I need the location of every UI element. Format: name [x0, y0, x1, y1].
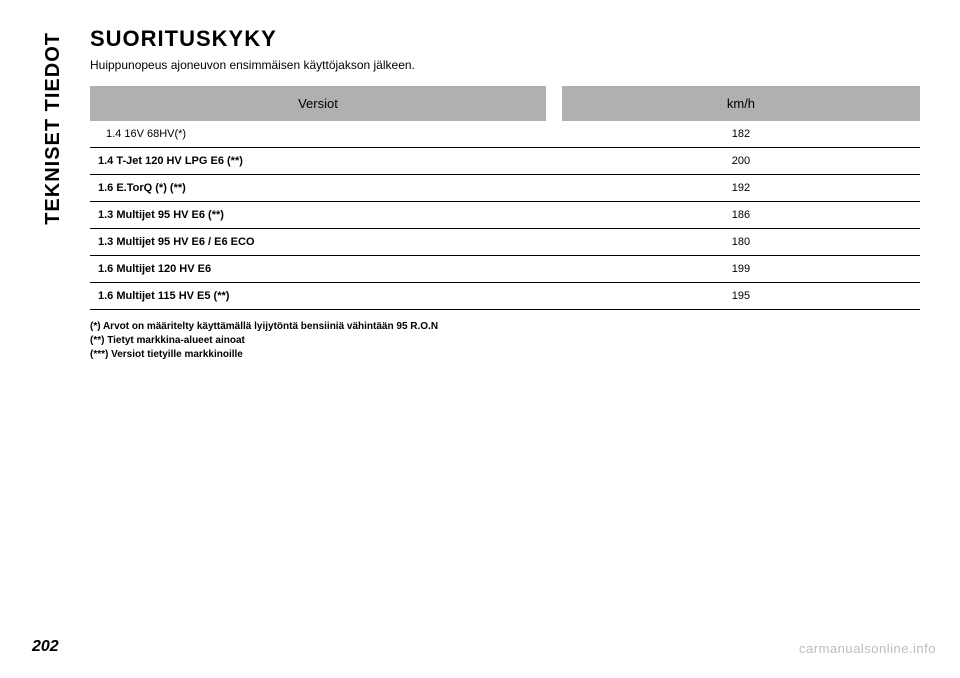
row-label: 1.4 T-Jet 120 HV LPG E6 (**): [90, 148, 546, 175]
row-value: 186: [562, 202, 920, 229]
row-label: 1.6 E.TorQ (*) (**): [90, 175, 546, 202]
row-gap: [546, 148, 562, 175]
table-row: 1.6 Multijet 120 HV E6 199: [90, 256, 920, 283]
footnote-2: (**) Tietyt markkina-alueet ainoat: [90, 334, 920, 348]
table-header-gap: [546, 86, 562, 121]
page-title: SUORITUSKYKY: [90, 26, 920, 52]
sidebar-label-text: TEKNISET TIEDOT: [42, 32, 65, 225]
row-value: 192: [562, 175, 920, 202]
row-value: 200: [562, 148, 920, 175]
row-label: 1.6 Multijet 120 HV E6: [90, 256, 546, 283]
table-row: 1.3 Multijet 95 HV E6 (**) 186: [90, 202, 920, 229]
table-header-versions: Versiot: [90, 86, 546, 121]
table-row: 1.3 Multijet 95 HV E6 / E6 ECO 180: [90, 229, 920, 256]
footnote-3: (***) Versiot tietyille markkinoille: [90, 348, 920, 362]
table-row: 1.6 E.TorQ (*) (**) 192: [90, 175, 920, 202]
table-header-kmh: km/h: [562, 86, 920, 121]
footnotes-block: (*) Arvot on määritelty käyttämällä lyij…: [90, 320, 920, 362]
row-value: 199: [562, 256, 920, 283]
footnote-1: (*) Arvot on määritelty käyttämällä lyij…: [90, 320, 920, 334]
row-gap: [546, 202, 562, 229]
row-gap: [546, 121, 562, 148]
table-row: 1.4 T-Jet 120 HV LPG E6 (**) 200: [90, 148, 920, 175]
row-gap: [546, 229, 562, 256]
table-row: 1.6 Multijet 115 HV E5 (**) 195: [90, 283, 920, 310]
row-label: 1.6 Multijet 115 HV E5 (**): [90, 283, 546, 310]
row-label: 1.4 16V 68HV(*): [90, 121, 546, 148]
row-value: 195: [562, 283, 920, 310]
row-label: 1.3 Multijet 95 HV E6 / E6 ECO: [90, 229, 546, 256]
watermark: carmanualsonline.info: [799, 641, 936, 656]
spec-table: Versiot km/h 1.4 16V 68HV(*) 182 1.4 T-J…: [90, 86, 920, 310]
table-header-row: Versiot km/h: [90, 86, 920, 121]
row-value: 182: [562, 121, 920, 148]
section-sidebar-label: TEKNISET TIEDOT: [42, 0, 65, 32]
row-gap: [546, 256, 562, 283]
page-subtitle: Huippunopeus ajoneuvon ensimmäisen käytt…: [90, 58, 920, 72]
main-content: SUORITUSKYKY Huippunopeus ajoneuvon ensi…: [90, 26, 920, 362]
row-gap: [546, 175, 562, 202]
table-row: 1.4 16V 68HV(*) 182: [90, 121, 920, 148]
row-value: 180: [562, 229, 920, 256]
row-label: 1.3 Multijet 95 HV E6 (**): [90, 202, 546, 229]
row-gap: [546, 283, 562, 310]
page-number: 202: [32, 638, 59, 656]
